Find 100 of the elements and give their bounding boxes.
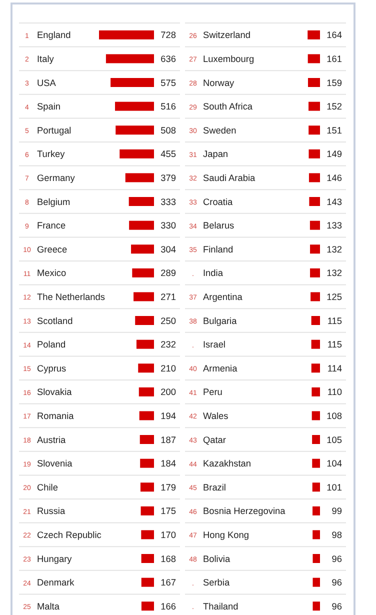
bar [136,340,154,349]
bar [141,530,154,540]
y-tick-label: Romania [37,411,75,421]
y-tick-label: Malta [37,601,60,612]
bar [141,602,154,611]
data-label: 166 [160,601,176,612]
data-label: 575 [160,78,176,88]
y-tick-label: Chile [37,482,58,492]
data-label: 115 [327,316,342,326]
y-tick-label: The Netherlands [37,292,106,302]
y-tick-label: Belgium [37,196,71,207]
bar [125,173,154,182]
y-tick-label: Cyprus [37,363,67,374]
data-label: 516 [160,102,176,112]
y-tick-label: Finland [203,244,234,254]
data-label: 125 [326,292,342,302]
y-tick-label: Kazakhstan [203,458,252,469]
y-tick-label: Croatia [203,196,234,207]
y-tick-label: Peru [203,387,222,398]
y-tick-label: Luxembourg [203,54,254,64]
data-label: 187 [160,434,176,445]
data-label: 455 [160,149,176,160]
data-label: 184 [160,458,176,469]
bar [141,578,154,587]
data-label: 379 [160,173,176,183]
bar [116,126,154,135]
bar [110,78,154,87]
data-label: 152 [326,102,342,112]
data-label: 167 [160,578,176,588]
bar [134,292,154,302]
y-tick-label: Israel [203,340,226,350]
data-label: 168 [160,554,176,564]
y-tick-label: Russia [37,506,66,516]
data-label: 96 [332,578,342,588]
y-tick-label: South Africa [203,102,254,112]
data-label: 104 [326,458,342,469]
bar [132,268,154,278]
data-label: 146 [326,173,342,183]
y-tick-label: Switzerland [203,30,250,40]
y-tick-label: Sweden [203,125,236,136]
y-tick-label: Portugal [37,125,72,136]
data-label: 250 [160,316,176,326]
y-tick-label: Thailand [203,601,238,612]
data-label: 179 [160,482,176,492]
data-label: 636 [160,54,176,64]
bar [128,197,154,206]
y-tick-label: Slovenia [37,458,74,469]
bar [135,316,154,325]
data-label: 728 [160,30,176,40]
bar [138,364,154,373]
y-tick-label: Wales [203,411,229,421]
data-label: 101 [326,482,342,492]
data-label: 99 [332,506,342,516]
y-tick-label: England [37,30,71,40]
y-tick-label: Norway [203,78,235,88]
data-label: 115 [327,340,342,350]
y-tick-label: Hungary [37,554,72,564]
y-tick-label: Armenia [203,363,238,374]
data-label: 232 [160,340,176,350]
data-label: 210 [160,363,176,374]
y-tick-label: Mexico [37,268,66,278]
data-label: 132 [326,244,342,254]
data-label: 132 [326,268,342,278]
data-label: 304 [160,244,176,254]
data-label: 96 [332,601,342,612]
bar [140,482,154,492]
y-tick-label: Bosnia Herzegovina [203,506,286,516]
data-label: 200 [160,387,176,398]
y-tick-label: Slovakia [37,387,73,398]
data-label: 133 [326,220,342,231]
data-label: 110 [327,387,342,398]
y-tick-label: Brazil [203,482,226,492]
y-tick-label: Saudi Arabia [203,173,256,183]
bar [140,435,154,444]
y-tick-label: Qatar [203,434,226,445]
data-label: 149 [326,149,342,160]
data-label: 143 [326,196,342,207]
bar [115,102,154,111]
data-label: 170 [160,530,176,540]
y-tick-label: Argentina [203,292,244,302]
y-tick-label: Spain [37,102,60,112]
data-label: 151 [326,125,342,136]
data-label: 194 [160,411,176,421]
y-tick-label: Germany [37,173,76,183]
bar [140,458,154,468]
y-tick-label: Bulgaria [203,316,238,326]
y-tick-label: Italy [37,54,54,64]
data-label: 159 [326,78,342,88]
bar [106,54,154,64]
y-tick-label: India [203,268,224,278]
y-tick-label: Turkey [37,149,66,160]
data-label: 175 [160,506,176,516]
y-tick-label: France [37,220,66,231]
y-tick-label: Japan [203,149,228,160]
data-label: 271 [160,292,176,302]
bar [129,220,154,230]
data-label: 508 [160,125,176,136]
data-label: 164 [326,30,342,40]
bar [120,149,154,158]
y-tick-label: Bolivia [203,554,231,564]
